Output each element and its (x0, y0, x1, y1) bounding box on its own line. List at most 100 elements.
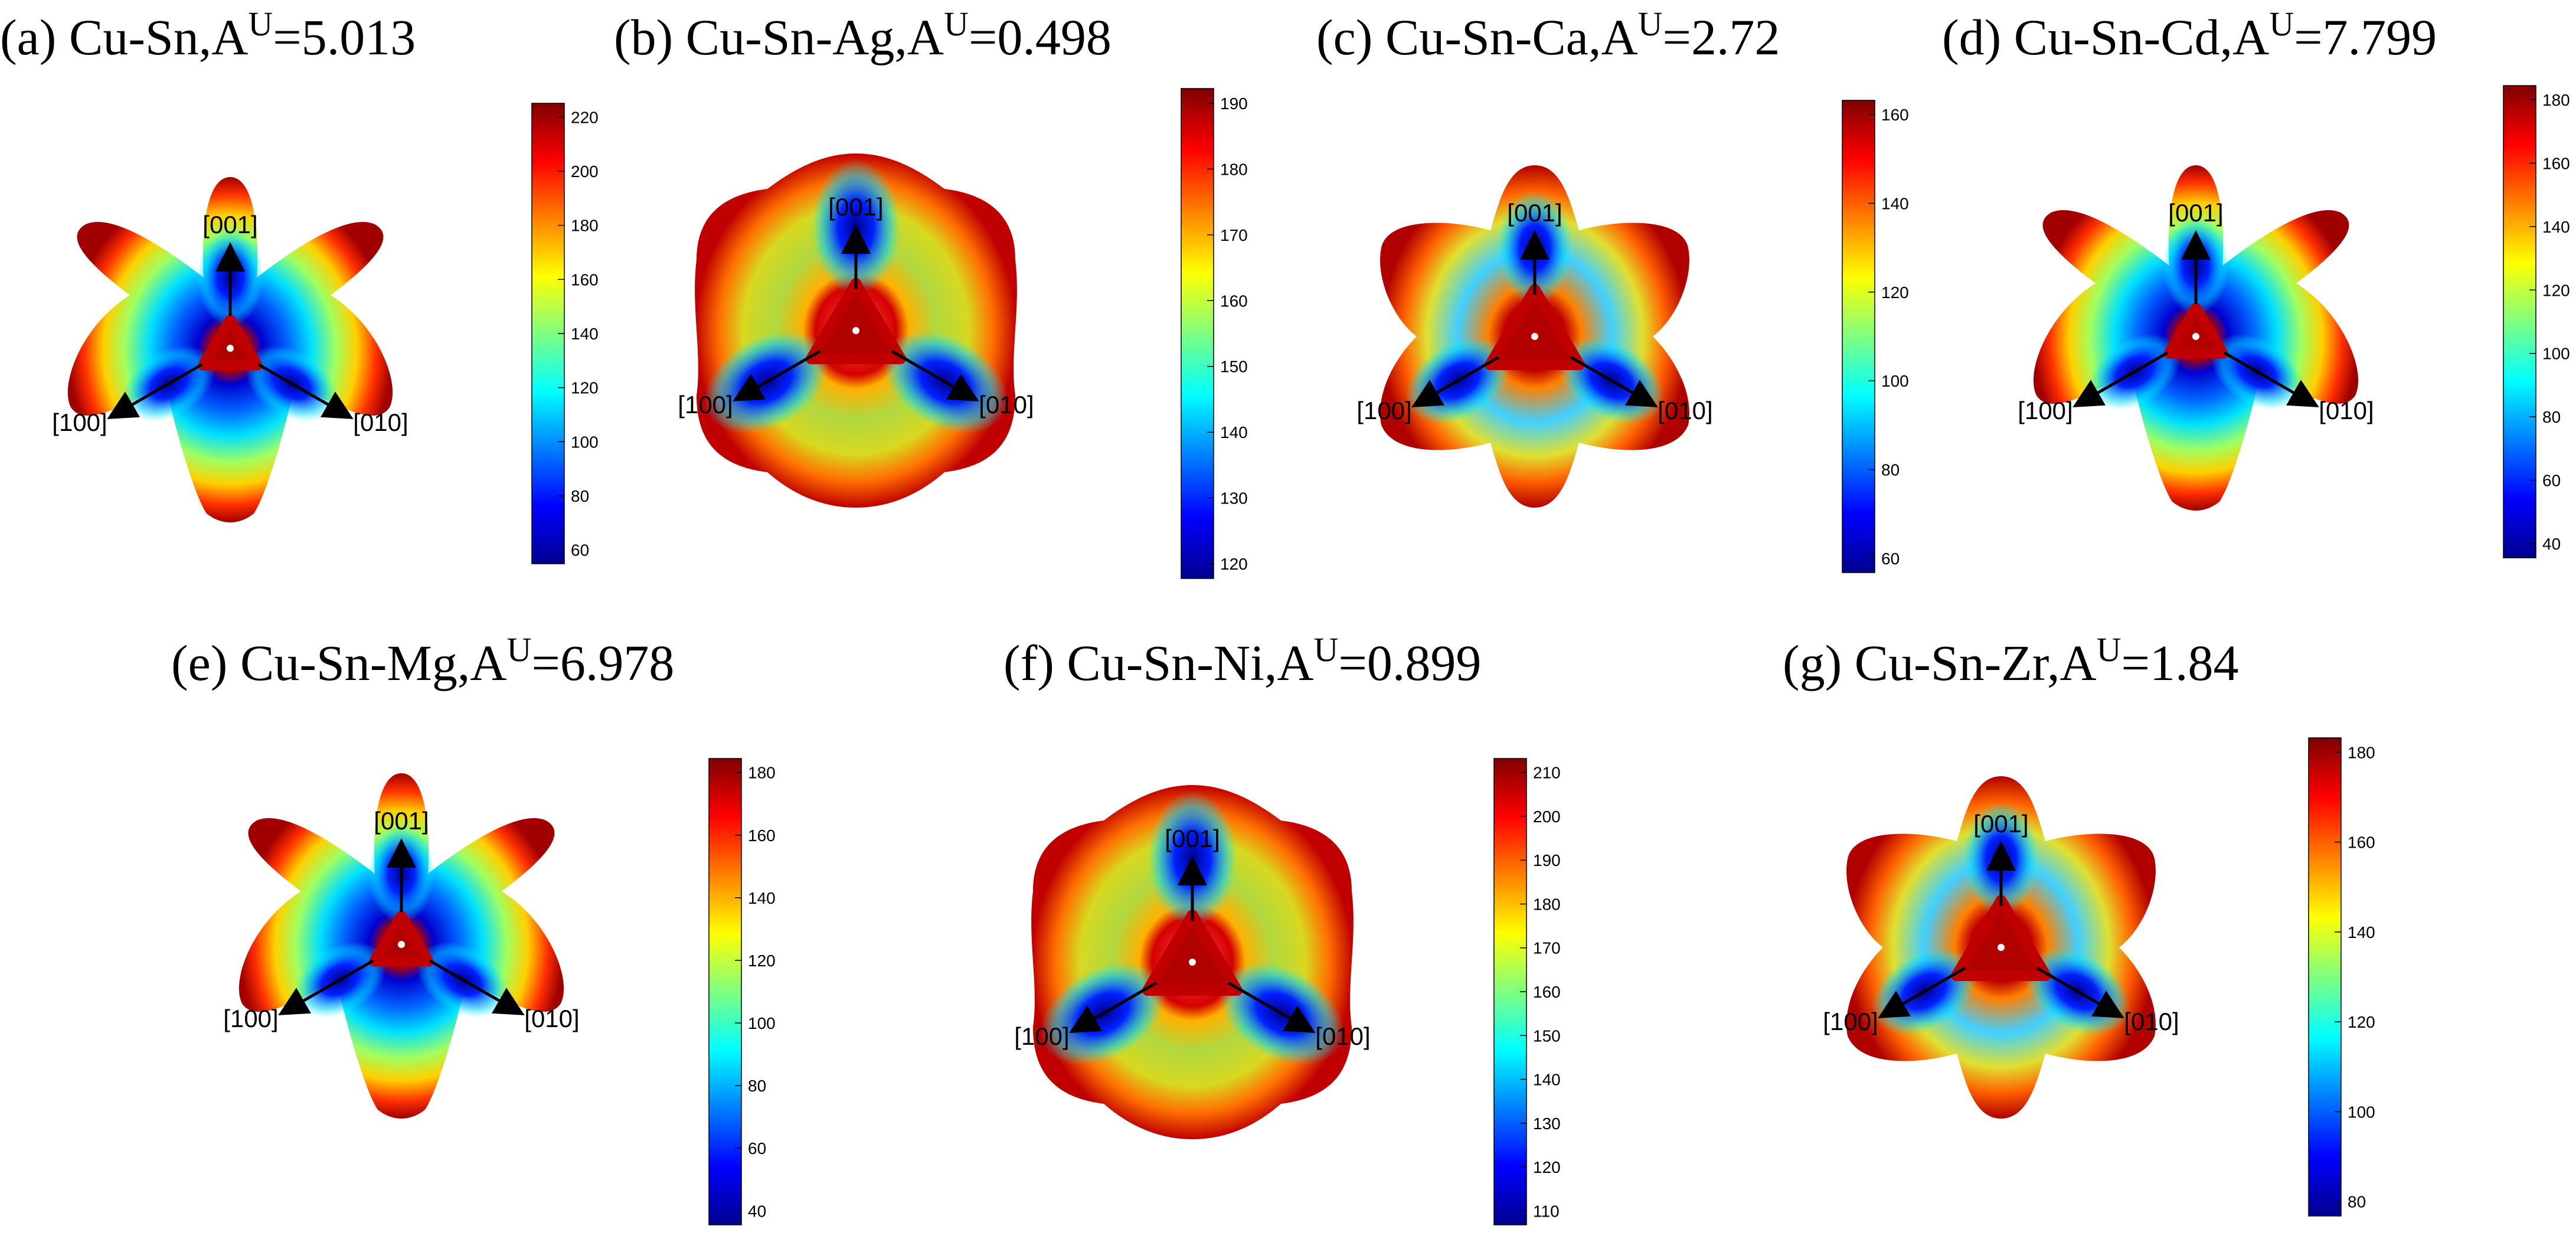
center-highlight (1998, 944, 2005, 951)
axis-label-z: [001] (1973, 810, 2028, 838)
axis-arrow-x (733, 349, 821, 401)
colorbar-tick-label: 100 (2542, 345, 2570, 363)
axis-label-y: [010] (979, 391, 1034, 419)
panel-letter: (b) (614, 9, 686, 66)
axis-label-z: [001] (828, 193, 883, 221)
anisotropy-symbol: A (2060, 635, 2097, 691)
panel-letter: (e) (171, 635, 240, 691)
axis-label-x: [100] (678, 391, 733, 419)
colorbar-tick-label: 120 (2348, 1013, 2375, 1031)
anisotropy-value: =5.013 (273, 9, 416, 66)
colorbar: 210 200 190 180 170 160 150 140 130 120 110 (1493, 758, 1561, 1225)
colorbar-tick-label: 130 (1220, 489, 1248, 508)
colorbar: 190 180 170 160 150 140 130 120 (1181, 88, 1248, 579)
colorbar-tick-label: 180 (571, 217, 599, 235)
elastic-modulus-surface: [001] [100] [010] (52, 177, 408, 522)
panel-letter: (d) (1942, 9, 2014, 66)
axis-label-z: [001] (1165, 825, 1220, 852)
axis-label-x: [100] (223, 1005, 278, 1032)
elastic-modulus-surface: [001] [100] [010] (678, 153, 1034, 508)
elastic-modulus-surface: [001] [100] [010] (1014, 785, 1371, 1139)
colorbar-tick-label: 60 (2542, 472, 2561, 490)
colorbar-tick-label: 180 (1533, 895, 1561, 913)
axis-label-y: [010] (524, 1005, 579, 1032)
axis-arrow-x (1411, 355, 1500, 407)
colorbar-tick-label: 140 (1220, 423, 1248, 442)
central-core (2163, 303, 2228, 359)
colorbar-tick-label: 60 (571, 541, 589, 560)
central-core (1485, 284, 1585, 370)
anisotropy-value: =1.84 (2121, 635, 2239, 691)
colorbar-tick-label: 210 (1533, 764, 1561, 782)
colorbar-tick-label: 180 (1220, 160, 1248, 178)
axis-arrow-y (429, 959, 525, 1015)
center-highlight (1531, 333, 1538, 340)
colorbar-tick-label: 160 (1220, 292, 1248, 310)
panel-f: (f) Cu-Sn-Ni,AU=0.899 [001] [100] [010] 210 2… (998, 626, 1647, 1239)
central-core (1142, 910, 1243, 996)
panel-title: (g) Cu-Sn-Zr,AU=1.84 (1783, 633, 2239, 691)
panel-title: (c) Cu-Sn-Ca,AU=2.72 (1316, 7, 1780, 66)
panel-letter: (a) (0, 9, 69, 66)
colorbar-tick-label: 140 (1881, 194, 1909, 213)
colorbar-tick-label: 140 (571, 325, 599, 343)
colorbar-tick-label: 200 (571, 162, 599, 181)
panel-letter: (f) (1003, 635, 1067, 691)
colorbar-tick-label: 140 (1533, 1071, 1561, 1089)
colorbar: 180 160 140 120 100 80 60 40 (2503, 85, 2570, 558)
colorbar: 160 140 120 100 80 60 (1842, 100, 1909, 573)
anisotropy-value: =0.498 (968, 9, 1112, 66)
colorbar-tick-label: 140 (748, 889, 776, 907)
colorbar-tick-label: 170 (1220, 226, 1248, 244)
colorbar-tick-label: 120 (748, 952, 776, 970)
axis-arrow-y (257, 363, 354, 419)
panel-title: (a) Cu-Sn,AU=5.013 (0, 7, 416, 66)
system-name: Cu-Sn, (68, 9, 212, 66)
anisotropy-value: =6.978 (531, 635, 675, 691)
panel-b: (b) Cu-Sn-Ag,AU=0.498 [001] [100] [010] 190 1… (608, 0, 1257, 590)
colorbar-tick-label: 160 (2542, 154, 2570, 172)
colorbar-tick-label: 80 (748, 1077, 766, 1095)
colorbar-tick-label: 190 (1533, 851, 1561, 869)
axis-arrow-y (2036, 966, 2124, 1018)
axis-label-y: [010] (1315, 1022, 1370, 1050)
anisotropy-superscript: U (506, 630, 532, 669)
colorbar-tick-label: 120 (1533, 1158, 1561, 1176)
axis-label-z: [001] (2168, 199, 2223, 227)
axis-arrow-y (2223, 351, 2319, 407)
axis-arrow-y (891, 349, 979, 401)
anisotropy-superscript: U (248, 5, 273, 43)
axis-label-x: [100] (1823, 1008, 1878, 1035)
axis-arrow-x (107, 363, 203, 419)
colorbar-tick-label: 140 (2542, 218, 2570, 236)
central-core (198, 315, 263, 371)
anisotropy-symbol: A (470, 635, 507, 691)
center-highlight (852, 327, 859, 334)
center-highlight (2192, 333, 2199, 340)
colorbar-gradient (1181, 88, 1214, 579)
colorbar-tick-label: 200 (1533, 808, 1561, 826)
panel-a: (a) Cu-Sn,AU=5.013 [001] [100] [010] 220 200 1… (0, 0, 620, 590)
colorbar-tick-label: 110 (1533, 1202, 1560, 1220)
colorbar-tick-label: 100 (1881, 372, 1909, 390)
colorbar-tick-label: 100 (748, 1014, 776, 1032)
axis-label-x: [100] (2018, 397, 2072, 424)
colorbar-gradient (2308, 737, 2342, 1217)
colorbar: 180 160 140 120 100 80 60 40 (708, 758, 776, 1225)
panel-title: (b) Cu-Sn-Ag,AU=0.498 (614, 7, 1112, 66)
anisotropy-superscript: U (1637, 5, 1663, 43)
colorbar-tick-label: 60 (748, 1139, 766, 1158)
axis-label-y: [010] (1658, 397, 1712, 424)
elastic-modulus-surface: [001] [100] [010] (1356, 165, 1713, 508)
system-name: Cu-Sn-Ag, (685, 9, 907, 66)
system-name: Cu-Sn-Ca, (1385, 9, 1601, 66)
center-highlight (227, 345, 234, 352)
system-name: Cu-Sn-Cd, (2013, 9, 2233, 66)
panel-letter: (g) (1783, 635, 1855, 691)
anisotropy-superscript: U (943, 5, 969, 43)
anisotropy-symbol: A (211, 9, 249, 66)
colorbar-tick-label: 180 (2348, 743, 2375, 761)
colorbar-tick-label: 60 (1881, 550, 1900, 568)
colorbar-gradient (2503, 85, 2536, 558)
colorbar-tick-label: 80 (2348, 1193, 2366, 1211)
